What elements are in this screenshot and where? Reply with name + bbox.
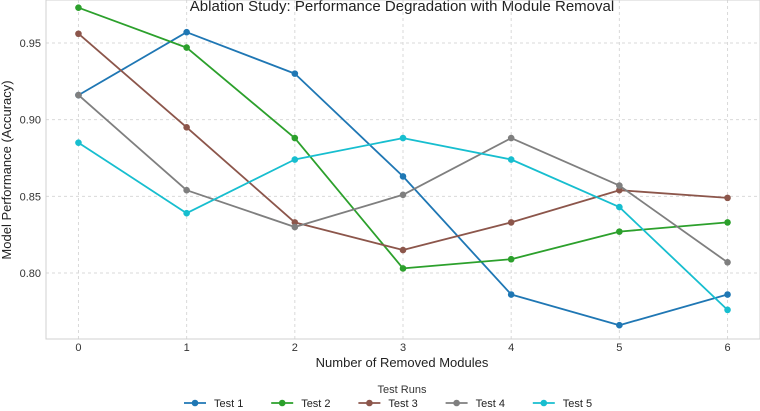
series <box>75 4 731 329</box>
x-tick-label: 5 <box>616 342 622 354</box>
data-point <box>507 156 515 163</box>
data-point <box>724 194 731 202</box>
data-point <box>724 306 731 314</box>
data-point <box>724 259 731 266</box>
data-point <box>75 91 82 99</box>
data-point <box>291 219 299 226</box>
data-point <box>724 219 731 226</box>
data-point <box>616 203 623 211</box>
series-test-2 <box>75 4 731 272</box>
x-tick-label: 0 <box>75 342 81 354</box>
legend-marker <box>453 399 460 407</box>
series-test-5 <box>75 134 731 314</box>
data-point <box>616 182 623 189</box>
x-tick-label: 4 <box>508 342 514 354</box>
y-tick-labels: 0.80 0.85 0.90 0.95 <box>20 38 41 280</box>
x-tick-label: 3 <box>400 342 406 354</box>
data-point <box>399 191 407 199</box>
x-tick-labels: 0 1 2 3 4 5 6 <box>75 342 730 354</box>
x-tick-label: 6 <box>724 342 730 354</box>
data-point <box>183 186 190 194</box>
legend-title: Test Runs <box>378 384 427 396</box>
data-point <box>616 228 623 235</box>
y-tick-label: 0.90 <box>20 115 41 127</box>
legend-marker <box>191 399 199 407</box>
data-point <box>291 156 299 163</box>
data-point <box>399 246 407 254</box>
data-point <box>507 255 515 263</box>
legend-item: Test 3 <box>358 398 418 410</box>
legend: Test 1 Test 2 Test 3 Test 4 Test 5 <box>184 398 592 410</box>
plot-frame <box>45 0 760 340</box>
x-axis-label: Number of Removed Modules <box>316 355 489 370</box>
data-point <box>616 321 623 329</box>
chart-title: Ablation Study: Performance Degradation … <box>190 0 614 15</box>
y-axis-label: Model Performance (Accuracy) <box>0 80 14 259</box>
legend-item: Test 2 <box>271 398 331 410</box>
data-point <box>183 44 190 51</box>
data-point <box>75 4 82 11</box>
y-tick-label: 0.95 <box>20 38 41 50</box>
legend-item: Test 5 <box>532 398 592 410</box>
legend-label: Test 3 <box>388 398 417 410</box>
legend-label: Test 5 <box>563 398 592 410</box>
data-point <box>507 134 515 142</box>
legend-item: Test 4 <box>445 398 505 410</box>
x-tick-label: 1 <box>184 342 190 354</box>
series-test-4 <box>75 91 731 266</box>
legend-label: Test 1 <box>214 398 243 410</box>
series-test-3 <box>75 30 731 254</box>
data-point <box>507 291 515 298</box>
data-point <box>291 134 299 142</box>
data-point <box>183 209 190 217</box>
legend-marker <box>540 399 548 407</box>
data-point <box>183 28 190 36</box>
data-point <box>616 186 623 194</box>
data-point <box>399 265 407 272</box>
y-tick-label: 0.80 <box>20 268 41 280</box>
y-tick-label: 0.85 <box>20 191 41 203</box>
x-tick-label: 2 <box>292 342 298 354</box>
data-point <box>507 219 515 226</box>
legend-marker <box>278 399 286 407</box>
data-point <box>291 223 299 231</box>
data-point <box>724 291 731 298</box>
legend-marker <box>366 399 373 407</box>
data-point <box>291 70 299 77</box>
legend-label: Test 4 <box>476 398 505 410</box>
data-point <box>75 139 82 146</box>
data-point <box>399 134 407 142</box>
data-point <box>183 124 190 131</box>
data-point <box>399 173 407 180</box>
legend-item: Test 1 <box>184 398 243 410</box>
data-point <box>75 30 82 38</box>
legend-label: Test 2 <box>301 398 330 410</box>
